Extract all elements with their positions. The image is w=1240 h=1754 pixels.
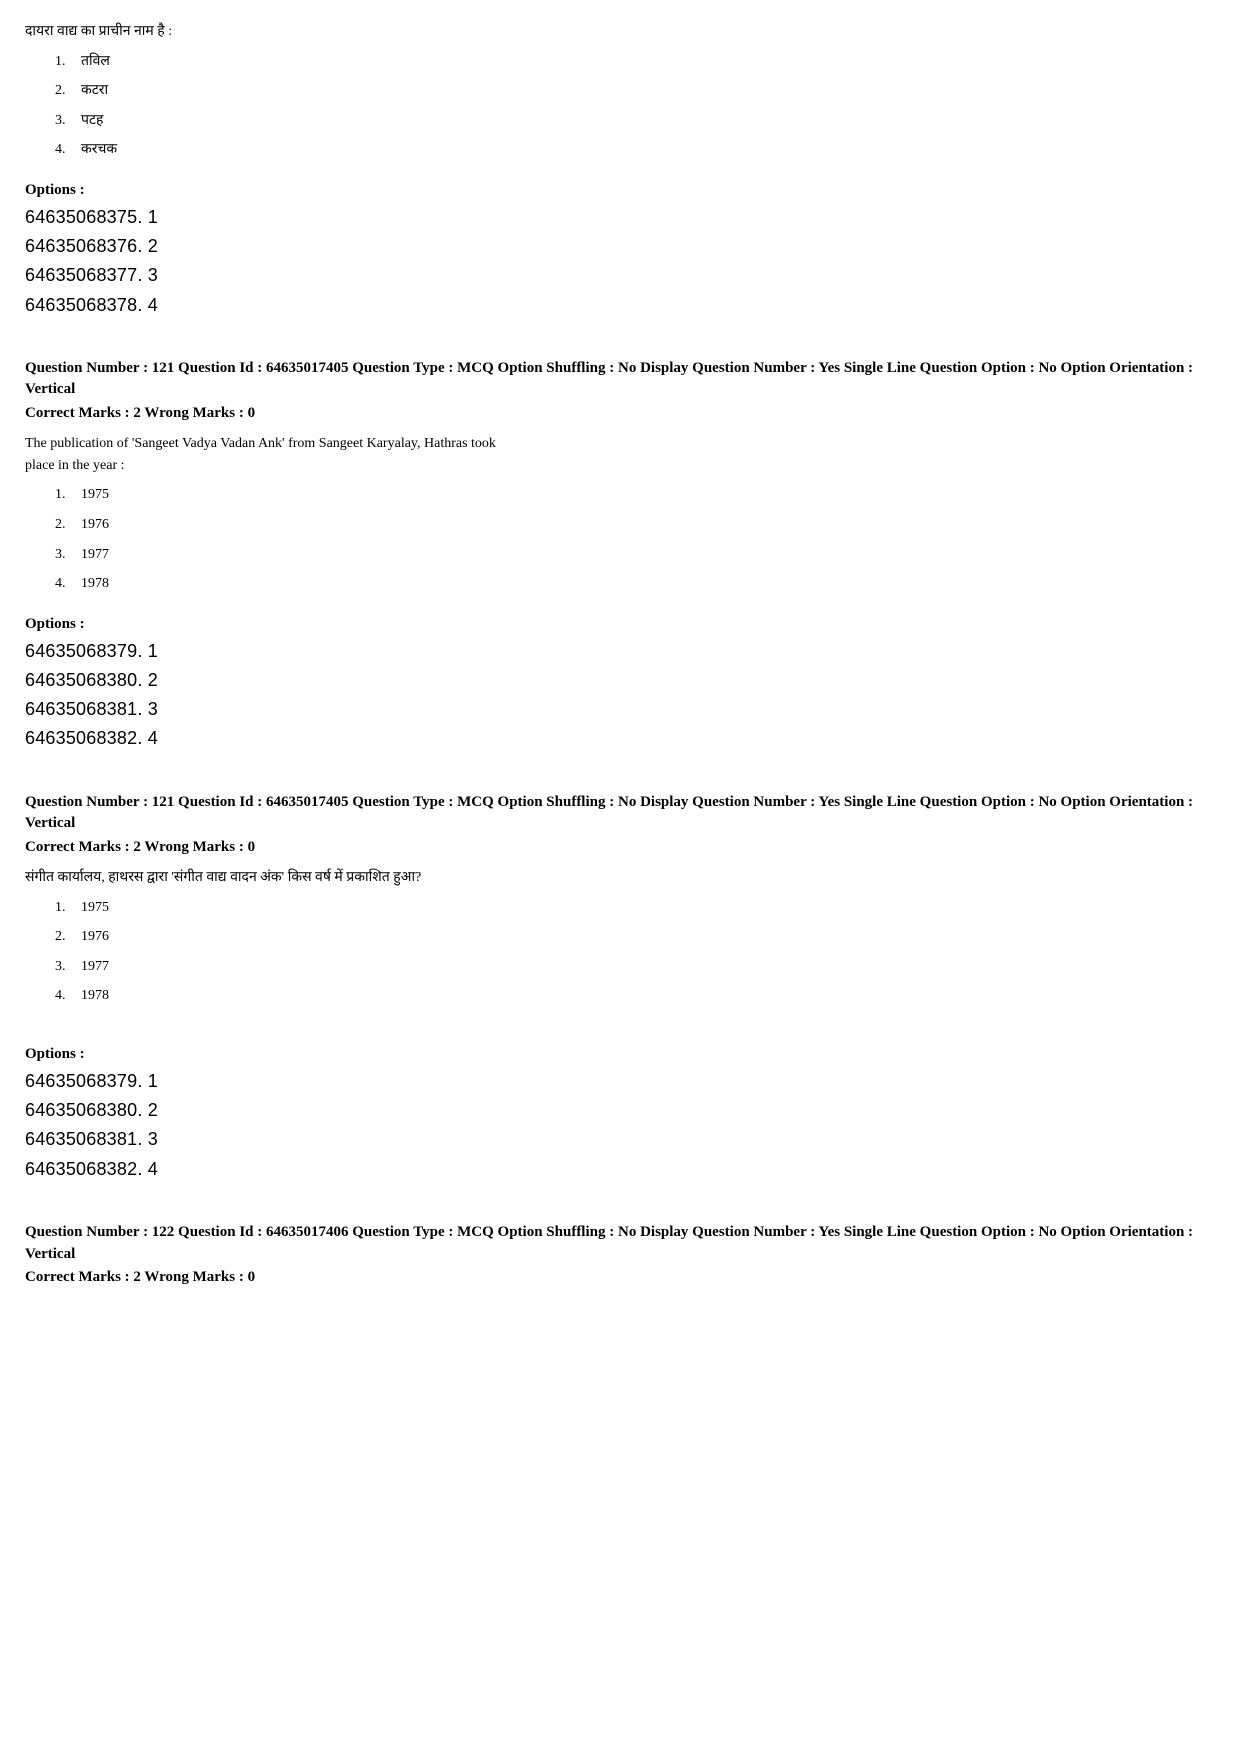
option-line: 64635068379. 1: [25, 639, 1215, 664]
answer-text: 1975: [81, 487, 109, 502]
option-line: 64635068379. 1: [25, 1069, 1215, 1094]
answer-text: 1976: [81, 517, 109, 532]
question-prompt: place in the year :: [25, 456, 1215, 476]
question-prompt: दायरा वाद्य का प्राचीन नाम है :: [25, 22, 1215, 42]
answer-number: 4.: [55, 574, 81, 594]
answer-text: पटह: [81, 113, 103, 128]
answer-number: 1.: [55, 485, 81, 505]
option-line: 64635068378. 4: [25, 293, 1215, 318]
answer-item: 1.तविल: [55, 52, 1215, 72]
answer-number: 2.: [55, 81, 81, 101]
answer-number: 4.: [55, 140, 81, 160]
answer-item: 3.पटह: [55, 111, 1215, 131]
answer-text: 1976: [81, 929, 109, 944]
answer-number: 1.: [55, 52, 81, 72]
answer-list: 1.1975 2.1976 3.1977 4.1978: [55, 898, 1215, 1006]
answer-number: 1.: [55, 898, 81, 918]
answer-text: 1978: [81, 988, 109, 1003]
option-line: 64635068377. 3: [25, 263, 1215, 288]
answer-item: 2.1976: [55, 515, 1215, 535]
answer-item: 4.1978: [55, 574, 1215, 594]
answer-text: 1977: [81, 959, 109, 974]
answer-item: 1.1975: [55, 898, 1215, 918]
answer-text: 1977: [81, 547, 109, 562]
answer-item: 4.1978: [55, 986, 1215, 1006]
option-line: 64635068381. 3: [25, 697, 1215, 722]
options-heading: Options :: [25, 180, 1215, 201]
question-meta: Question Number : 121 Question Id : 6463…: [25, 792, 1215, 836]
answer-text: करचक: [81, 142, 117, 157]
question-prompt: The publication of 'Sangeet Vadya Vadan …: [25, 434, 1215, 454]
option-line: 64635068375. 1: [25, 205, 1215, 230]
answer-number: 3.: [55, 545, 81, 565]
option-line: 64635068382. 4: [25, 1157, 1215, 1182]
answer-text: तविल: [81, 54, 110, 69]
option-line: 64635068376. 2: [25, 234, 1215, 259]
answer-list: 1.1975 2.1976 3.1977 4.1978: [55, 485, 1215, 593]
option-line: 64635068380. 2: [25, 668, 1215, 693]
answer-number: 2.: [55, 927, 81, 947]
answer-list: 1.तविल 2.कटरा 3.पटह 4.करचक: [55, 52, 1215, 160]
answer-number: 3.: [55, 957, 81, 977]
options-heading: Options :: [25, 614, 1215, 635]
answer-text: 1978: [81, 576, 109, 591]
marks-line: Correct Marks : 2 Wrong Marks : 0: [25, 403, 1215, 424]
answer-item: 2.1976: [55, 927, 1215, 947]
question-meta: Question Number : 121 Question Id : 6463…: [25, 358, 1215, 402]
answer-item: 3.1977: [55, 957, 1215, 977]
answer-text: 1975: [81, 900, 109, 915]
marks-line: Correct Marks : 2 Wrong Marks : 0: [25, 837, 1215, 858]
answer-number: 4.: [55, 986, 81, 1006]
option-line: 64635068380. 2: [25, 1098, 1215, 1123]
answer-item: 4.करचक: [55, 140, 1215, 160]
answer-number: 3.: [55, 111, 81, 131]
answer-item: 2.कटरा: [55, 81, 1215, 101]
question-prompt: संगीत कार्यालय, हाथरस द्वारा 'संगीत वाद्…: [25, 868, 1215, 888]
answer-number: 2.: [55, 515, 81, 535]
marks-line: Correct Marks : 2 Wrong Marks : 0: [25, 1267, 1215, 1288]
question-meta: Question Number : 122 Question Id : 6463…: [25, 1222, 1215, 1266]
option-line: 64635068382. 4: [25, 726, 1215, 751]
options-heading: Options :: [25, 1044, 1215, 1065]
answer-text: कटरा: [81, 83, 108, 98]
option-line: 64635068381. 3: [25, 1127, 1215, 1152]
answer-item: 3.1977: [55, 545, 1215, 565]
answer-item: 1.1975: [55, 485, 1215, 505]
